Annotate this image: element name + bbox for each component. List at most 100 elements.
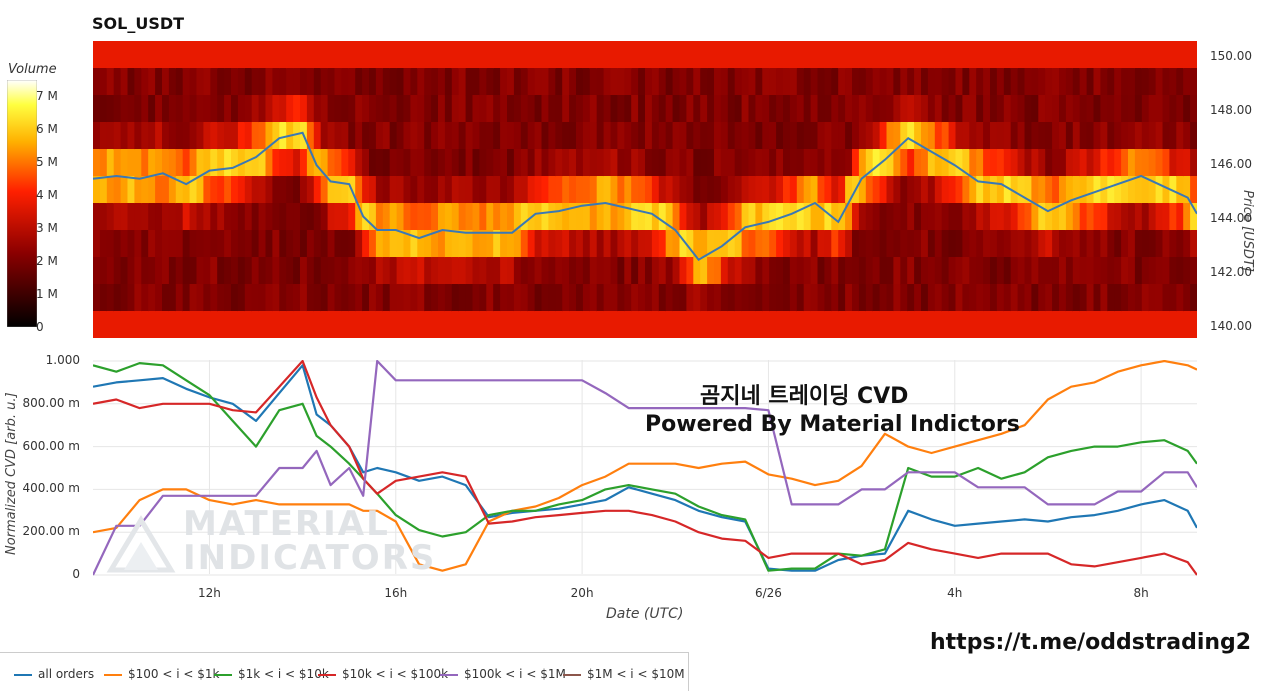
- heatmap-cell: [203, 68, 211, 96]
- legend-item[interactable]: $100k < i < $1M: [440, 667, 566, 681]
- heatmap-cell: [852, 149, 860, 177]
- heatmap-cell: [1079, 230, 1088, 258]
- legend-item[interactable]: $10k < i < $100k: [318, 667, 448, 681]
- heatmap-cell: [224, 284, 232, 312]
- heatmap-cell: [1017, 176, 1026, 204]
- heatmap-cell: [286, 284, 294, 312]
- heatmap-cell: [776, 68, 784, 96]
- heatmap-cell: [217, 203, 225, 231]
- heatmap-cell: [438, 41, 446, 69]
- heatmap-cell: [417, 203, 425, 231]
- heatmap-cell: [127, 257, 135, 285]
- heatmap-cell: [1155, 311, 1164, 338]
- heatmap-cell: [824, 95, 832, 123]
- legend-item[interactable]: $100 < i < $1k: [104, 667, 219, 681]
- heatmap-cell: [155, 41, 163, 69]
- heatmap-cell: [534, 41, 543, 69]
- heatmap-cell: [658, 122, 667, 150]
- heatmap-cell: [1176, 230, 1184, 258]
- heatmap-cell: [313, 203, 322, 231]
- heatmap-cell: [769, 203, 777, 231]
- heatmap-cell: [224, 176, 232, 204]
- heatmap-cell: [1052, 311, 1060, 338]
- heatmap-cell: [610, 95, 618, 123]
- heatmap-cell: [693, 41, 701, 69]
- heatmap-cell: [789, 95, 798, 123]
- heatmap-cell: [362, 230, 370, 258]
- heatmap-cell: [534, 230, 543, 258]
- heatmap-cell: [389, 95, 398, 123]
- heatmap-cell: [320, 68, 329, 96]
- heatmap-cell: [872, 41, 881, 69]
- heatmap-cell: [382, 176, 391, 204]
- heatmap-cell: [348, 68, 356, 96]
- heatmap-cell: [720, 257, 729, 285]
- heatmap-cell: [258, 203, 267, 231]
- heatmap-cell: [983, 68, 991, 96]
- heatmap-cell: [458, 68, 467, 96]
- legend: all orders $100 < i < $1k $1k < i < $10k $1…: [0, 652, 689, 691]
- heatmap-cell: [934, 95, 943, 123]
- heatmap-cell: [1024, 284, 1032, 312]
- heatmap-cell: [1045, 230, 1053, 258]
- heatmap-cell: [700, 68, 708, 96]
- heatmap-cell: [976, 203, 984, 231]
- heatmap-cell: [1065, 257, 1074, 285]
- heatmap-cell: [624, 95, 632, 123]
- heatmap-cell: [1024, 95, 1032, 123]
- heatmap-cell: [610, 149, 618, 177]
- heatmap-cell: [645, 284, 653, 312]
- heatmap-cell: [1134, 203, 1143, 231]
- legend-item[interactable]: $1k < i < $10k: [214, 667, 329, 681]
- heatmap-cell: [1148, 230, 1157, 258]
- heatmap-cell: [541, 122, 549, 150]
- heatmap-cell: [99, 203, 108, 231]
- heatmap-cell: [396, 41, 405, 69]
- heatmap-cell: [438, 68, 446, 96]
- heatmap-cell: [714, 284, 722, 312]
- legend-item[interactable]: all orders: [14, 667, 94, 681]
- heatmap-cell: [424, 41, 432, 69]
- heatmap-cell: [596, 176, 605, 204]
- heatmap-cell: [300, 203, 308, 231]
- heatmap-cell: [589, 68, 598, 96]
- heatmap-cell: [624, 257, 632, 285]
- heatmap-cell: [838, 257, 846, 285]
- heatmap-cell: [182, 284, 191, 312]
- colorbar-tick: 7 M: [36, 89, 58, 104]
- heatmap-cell: [196, 122, 204, 150]
- heatmap-cell: [396, 311, 405, 338]
- heatmap-cell: [817, 203, 825, 231]
- heatmap-cell: [914, 284, 922, 312]
- heatmap-cell: [1100, 95, 1108, 123]
- heatmap-cell: [831, 95, 839, 123]
- price-line: [93, 131, 1197, 262]
- heatmap-cell: [665, 176, 674, 204]
- heatmap-cell: [1065, 284, 1074, 312]
- heatmap-cell: [631, 95, 639, 123]
- heatmap-cell: [313, 41, 322, 69]
- heatmap-cell: [1162, 311, 1170, 338]
- heatmap-cell: [1031, 230, 1039, 258]
- heatmap-cell: [969, 68, 977, 96]
- heatmap-cell: [955, 203, 963, 231]
- heatmap-cell: [444, 95, 453, 123]
- heatmap-cell: [852, 257, 860, 285]
- heatmap-cell: [251, 257, 260, 285]
- heatmap-cell: [555, 95, 563, 123]
- heatmap-cell: [93, 68, 101, 96]
- telegram-link[interactable]: https://t.me/oddstrading2: [930, 630, 1252, 655]
- cvd-tick: 200.00 m: [22, 524, 81, 539]
- legend-item[interactable]: $1M < i < $10M: [563, 667, 685, 681]
- heatmap-cell: [527, 176, 536, 204]
- heatmap-cell: [769, 68, 777, 96]
- heatmap-cell: [886, 257, 894, 285]
- heatmap-cell: [976, 230, 984, 258]
- heatmap-cell: [955, 176, 963, 204]
- heatmap-cell: [327, 203, 336, 231]
- heatmap-cell: [645, 149, 653, 177]
- heatmap-cell: [996, 284, 1005, 312]
- heatmap-cell: [306, 257, 315, 285]
- heatmap-cell: [168, 257, 177, 285]
- heatmap-cell: [858, 230, 867, 258]
